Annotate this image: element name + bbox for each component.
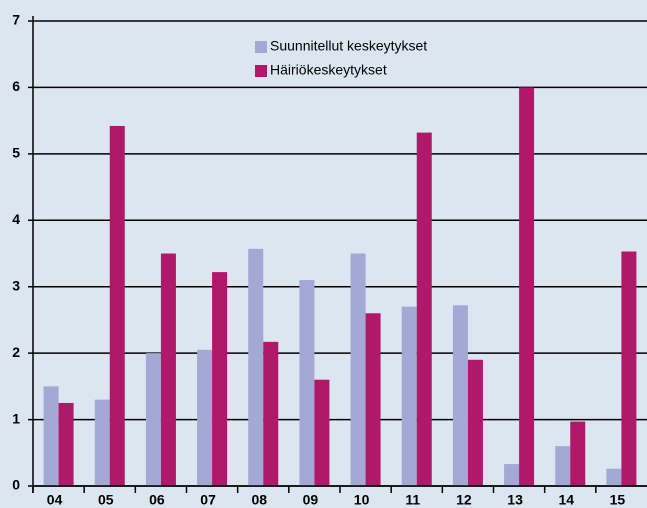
bar [43, 386, 59, 486]
bar [416, 132, 432, 486]
bar [145, 353, 161, 486]
bar [160, 253, 176, 486]
x-tick-label: 04 [47, 492, 63, 508]
bar [555, 446, 571, 486]
bar [109, 125, 125, 486]
bar [504, 464, 520, 486]
x-tick-label: 14 [558, 492, 574, 508]
y-tick-label: 0 [12, 477, 20, 493]
bar [467, 359, 483, 486]
bar [263, 341, 279, 486]
bar [365, 313, 381, 486]
x-tick-label: 06 [149, 492, 165, 508]
y-tick-label: 7 [12, 12, 20, 28]
y-tick-label: 5 [12, 145, 20, 161]
bar [621, 251, 637, 486]
bar [606, 468, 622, 486]
y-tick-label: 3 [12, 277, 20, 293]
x-tick-label: 05 [98, 492, 114, 508]
x-tick-label: 12 [456, 492, 472, 508]
bar [350, 253, 366, 486]
x-tick-label: 10 [354, 492, 370, 508]
legend-label: Häiriökeskeytykset [270, 62, 387, 78]
y-tick-label: 1 [12, 410, 20, 426]
bar [401, 306, 417, 486]
bar [519, 87, 535, 486]
x-tick-label: 08 [251, 492, 267, 508]
bar [94, 399, 110, 486]
x-tick-label: 11 [405, 492, 420, 508]
legend-swatch [255, 41, 267, 53]
x-tick-label: 13 [507, 492, 523, 508]
bar [299, 280, 315, 486]
y-tick-label: 4 [12, 211, 20, 227]
bar [314, 379, 330, 486]
x-tick-label: 15 [610, 492, 626, 508]
bar [197, 349, 213, 486]
bar [58, 402, 74, 486]
x-tick-label: 07 [200, 492, 216, 508]
y-tick-label: 2 [12, 344, 20, 360]
legend-label: Suunnitellut keskeytykset [270, 38, 427, 54]
y-tick-label: 6 [12, 78, 20, 94]
bar [570, 421, 586, 486]
bar [452, 305, 468, 486]
legend-swatch [255, 65, 267, 77]
bar [212, 272, 228, 486]
x-tick-label: 09 [303, 492, 319, 508]
bar [248, 248, 264, 486]
